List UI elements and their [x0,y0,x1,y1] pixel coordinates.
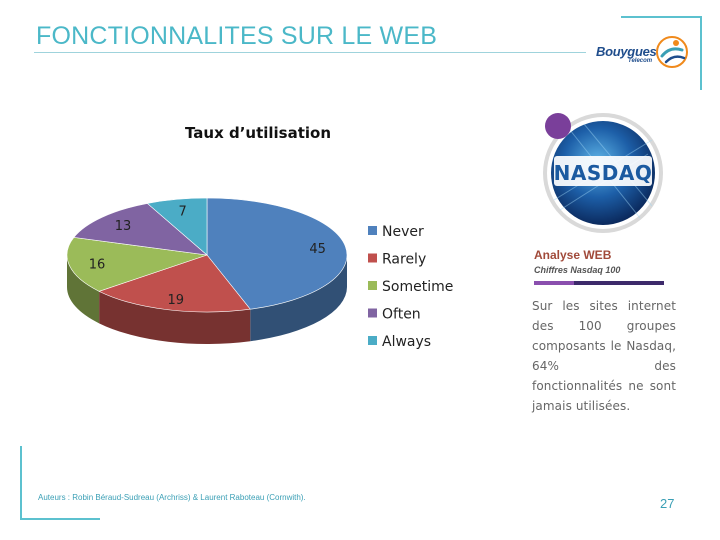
accent-bar-purple [534,281,574,285]
bouygues-logo: Bouygues Telecom [596,34,692,74]
corner-frame-bottom-left [20,518,100,520]
pie-slice-never [206,197,348,310]
pie-label-rarely: 19 [168,293,185,308]
pie-label-always: 7 [178,205,186,220]
accent-bar-dark [574,281,664,285]
legend-swatch-never [368,226,377,235]
logo-text: Bouygues [596,44,657,59]
pie-label-often: 13 [115,219,132,234]
legend-label-never: Never [382,224,424,240]
legend-label-rarely: Rarely [382,252,426,268]
pie-data-labels: 45 19 16 13 7 [89,205,326,308]
legend-swatch-rarely [368,253,377,263]
pie-side-sometime [67,255,100,324]
legend-swatch-often [368,308,377,318]
pie-slice-always [146,197,208,256]
pie-slice-rarely [98,254,251,313]
legend-swatch-always [368,336,377,345]
corner-frame-bottom-left-vertical [20,446,22,520]
footer-authors: Auteurs : Robin Béraud-Sudreau (Archriss… [38,493,306,502]
nasdaq-logo-text: NASDAQ [554,161,653,185]
title-underline [34,52,586,53]
pie-slice-often [73,203,208,256]
pie-top-layer [66,197,348,313]
chart-legend: Never Rarely Sometime Often Always [368,224,453,350]
usage-pie-chart: Taux d’utilisation 45 19 16 13 7 Never Rarely… [66,124,453,350]
analysis-body-text: Sur les sites internet des 100 groupes c… [532,299,676,413]
pie-slice-sometime [66,237,208,292]
legend-swatch-sometime [368,281,377,290]
legend-label-sometime: Sometime [382,279,453,295]
analysis-subtitle: Chiffres Nasdaq 100 [534,265,621,275]
corner-frame-top-right-vertical [700,16,702,90]
legend-label-always: Always [382,334,431,350]
nasdaq-logo-icon: NASDAQ [543,113,663,233]
analysis-title: Analyse WEB [534,248,612,262]
legend-label-often: Often [382,307,421,323]
nasdaq-badge: NASDAQ [540,110,666,236]
logo-subtext: Telecom [628,58,653,64]
logo-mark-icon [656,36,688,68]
corner-frame-top-right [621,16,701,18]
pie-label-never: 45 [309,242,326,257]
chart-title: Taux d’utilisation [185,124,331,142]
page-number: 27 [660,496,675,511]
page-title: FONCTIONNALITES SUR LE WEB [36,22,438,50]
pie-label-sometime: 16 [89,258,106,273]
